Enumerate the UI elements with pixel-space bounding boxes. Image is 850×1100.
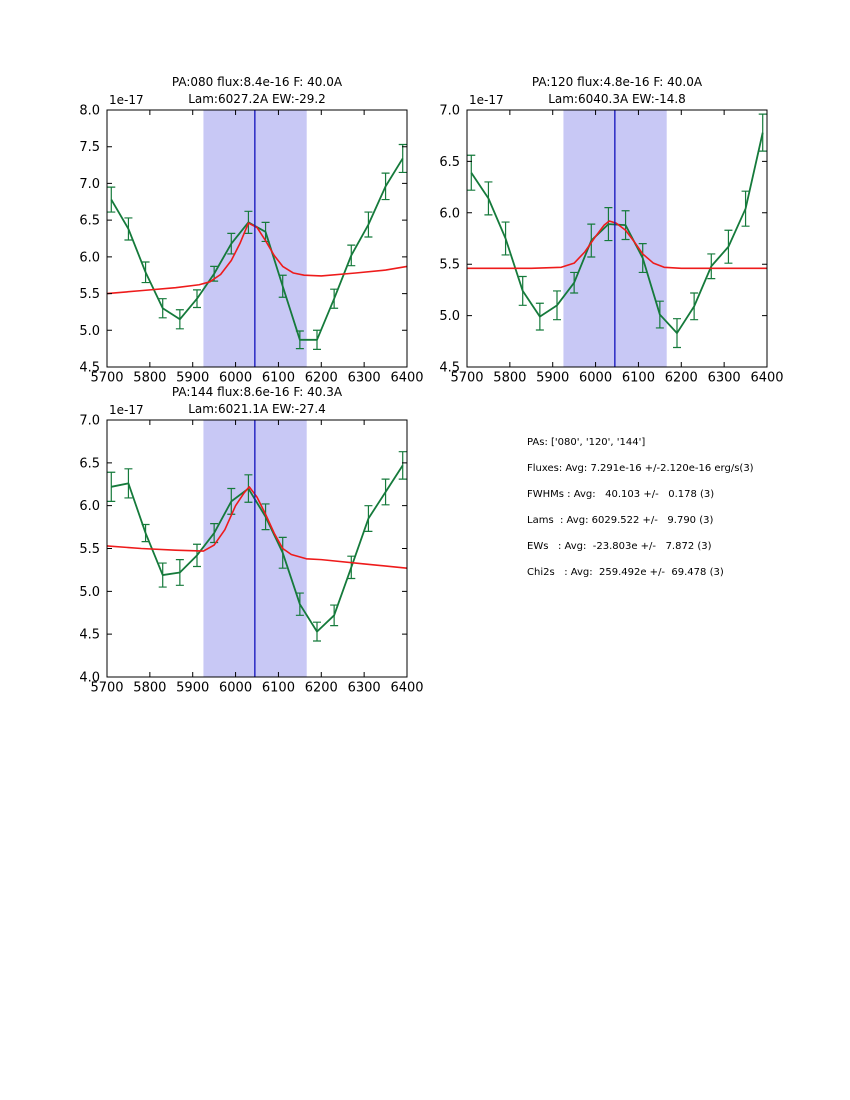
x-tick-label: 5800	[133, 371, 166, 386]
y-tick-label: 5.0	[439, 309, 460, 324]
y-tick-label: 5.5	[79, 287, 100, 302]
x-tick-label: 6400	[390, 681, 423, 696]
axis-ticks	[106, 419, 408, 678]
x-tick-label: 6200	[665, 371, 698, 386]
x-tick-label: 6300	[348, 371, 381, 386]
plot-title-line1: PA:080 flux:8.4e-16 F: 40.0A	[172, 75, 343, 89]
y-tick-label: 8.0	[79, 104, 100, 119]
axis-ticks	[106, 109, 408, 368]
y-tick-label: 4.5	[79, 628, 100, 643]
y-axis-offset-label: 1e-17	[109, 93, 144, 107]
y-tick-label: 5.0	[79, 324, 100, 339]
x-tick-label: 5900	[176, 681, 209, 696]
y-tick-label: 7.0	[79, 177, 100, 192]
x-tick-label: 5900	[536, 371, 569, 386]
y-axis-offset-label: 1e-17	[109, 403, 144, 417]
y-tick-label: 5.5	[79, 542, 100, 557]
x-tick-label: 6200	[305, 681, 338, 696]
x-tick-label: 6000	[219, 371, 252, 386]
plot-title-line2: Lam:6021.1A EW:-27.4	[188, 402, 326, 416]
x-tick-label: 5700	[90, 681, 123, 696]
subplot-3: 5700 5800 5900 6000 6100 6200 6300 6400 4.0 4.5 5.…	[79, 385, 423, 696]
x-tick-label: 6200	[305, 371, 338, 386]
y-axis-offset-label: 1e-17	[469, 93, 504, 107]
axes-frame	[106, 109, 408, 368]
y-tick-label: 5.5	[439, 258, 460, 273]
continuum-fit-line	[467, 220, 767, 270]
plot-title-line1: PA:144 flux:8.6e-16 F: 40.3A	[172, 385, 343, 399]
x-tick-label: 6000	[579, 371, 612, 386]
y-tick-label: 6.0	[439, 206, 460, 221]
subplot-2: 5700 5800 5900 6000 6100 6200 6300 6400 4.5 5.0 5.…	[439, 75, 783, 386]
x-tick-label: 6000	[219, 681, 252, 696]
stats-line-ews: EWs : Avg: -23.803e +/- 7.872 (3)	[527, 541, 712, 552]
stats-line-fluxes: Fluxes: Avg: 7.291e-16 +/-2.120e-16 erg/…	[527, 463, 754, 474]
x-tick-label: 6100	[262, 371, 295, 386]
y-tick-label: 7.0	[79, 414, 100, 429]
y-tick-label: 6.5	[79, 456, 100, 471]
y-tick-label: 4.5	[439, 361, 460, 376]
x-tick-label: 6400	[390, 371, 423, 386]
plot-title-line2: Lam:6027.2A EW:-29.2	[188, 92, 326, 106]
y-tick-label: 4.5	[79, 361, 100, 376]
continuum-fit-line	[106, 486, 408, 569]
y-tick-label: 5.0	[79, 585, 100, 600]
subplot-1: 5700 5800 5900 6000 6100 6200 6300 6400 4.5 5.0 5.…	[79, 75, 423, 386]
y-tick-label: 7.5	[79, 140, 100, 155]
x-tick-label: 5800	[133, 681, 166, 696]
y-tick-label: 6.0	[79, 499, 100, 514]
x-tick-label: 5700	[90, 371, 123, 386]
x-tick-label: 6300	[348, 681, 381, 696]
stats-line-fwhms: FWHMs : Avg: 40.103 +/- 0.178 (3)	[527, 489, 715, 500]
y-tick-label: 7.0	[439, 104, 460, 119]
axes-frame	[466, 109, 768, 368]
stats-line-chi2s: Chi2s : Avg: 259.492e +/- 69.478 (3)	[527, 567, 724, 578]
y-tick-label: 6.5	[439, 155, 460, 170]
spectrum-line	[111, 464, 404, 633]
x-tick-label: 6100	[622, 371, 655, 386]
x-tick-label: 5800	[493, 371, 526, 386]
y-tick-label: 6.5	[79, 214, 100, 229]
stats-panel: PAs: ['080', '120', '144'] Fluxes: Avg: …	[527, 436, 754, 579]
x-tick-label: 5900	[176, 371, 209, 386]
x-tick-label: 6100	[262, 681, 295, 696]
x-tick-label: 6400	[750, 371, 783, 386]
stats-line-lams: Lams : Avg: 6029.522 +/- 9.790 (3)	[527, 515, 714, 526]
plot-title-line1: PA:120 flux:4.8e-16 F: 40.0A	[532, 75, 703, 89]
x-tick-label: 5700	[450, 371, 483, 386]
y-tick-label: 4.0	[79, 671, 100, 686]
x-tick-label: 6300	[708, 371, 741, 386]
plot-title-line2: Lam:6040.3A EW:-14.8	[548, 92, 686, 106]
y-tick-label: 6.0	[79, 250, 100, 265]
continuum-fit-line	[106, 222, 408, 295]
axis-ticks	[466, 109, 768, 368]
stats-line-pas: PAs: ['080', '120', '144']	[527, 437, 646, 448]
